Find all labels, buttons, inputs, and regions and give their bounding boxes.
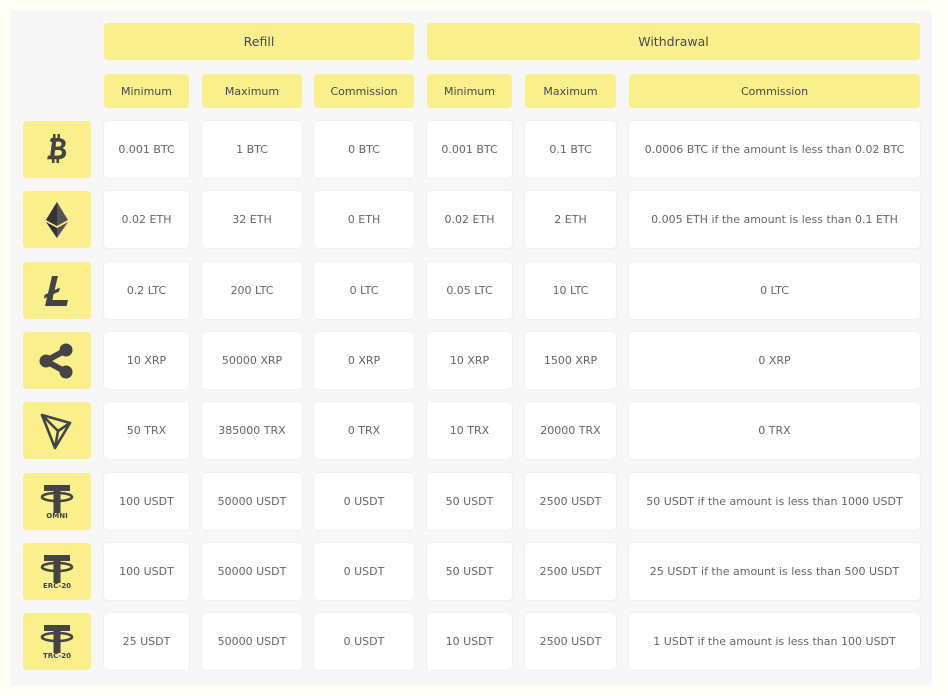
- network-label: ERC-20: [42, 581, 72, 590]
- withdrawal-minimum-cell: 10 USDT: [427, 613, 512, 670]
- coin-icon-cell: [23, 121, 91, 178]
- refill-minimum-cell: 25 USDT: [104, 613, 189, 670]
- refill-maximum-cell: 32 ETH: [202, 191, 302, 248]
- withdrawal-minimum-cell: 0.001 BTC: [427, 121, 512, 178]
- coin-icon-cell: [23, 402, 91, 459]
- withdrawal-minimum-cell: 50 USDT: [427, 543, 512, 600]
- refill-minimum-cell: 50 TRX: [104, 402, 189, 459]
- refill-commission-cell: 0 XRP: [314, 332, 414, 389]
- refill-commission-header: Commission: [314, 74, 414, 108]
- refill-commission-cell: 0 BTC: [314, 121, 414, 178]
- coin-icon-cell: OMNI: [23, 473, 91, 530]
- tron-icon: [39, 411, 75, 451]
- withdrawal-maximum-header: Maximum: [525, 74, 616, 108]
- refill-maximum-cell: 385000 TRX: [202, 402, 302, 459]
- refill-maximum-header: Maximum: [202, 74, 302, 108]
- ethereum-icon: [43, 201, 71, 239]
- withdrawal-minimum-cell: 10 TRX: [427, 402, 512, 459]
- withdrawal-minimum-header: Minimum: [427, 74, 512, 108]
- refill-maximum-cell: 50000 XRP: [202, 332, 302, 389]
- refill-minimum-cell: 100 USDT: [104, 473, 189, 530]
- refill-header: Refill: [104, 23, 414, 60]
- refill-commission-cell: 0 TRX: [314, 402, 414, 459]
- refill-commission-cell: 0 USDT: [314, 613, 414, 670]
- withdrawal-maximum-cell: 20000 TRX: [525, 402, 616, 459]
- refill-minimum-cell: 0.2 LTC: [104, 262, 189, 319]
- withdrawal-commission-cell: 0 XRP: [629, 332, 920, 389]
- withdrawal-commission-cell: 50 USDT if the amount is less than 1000 …: [629, 473, 920, 530]
- refill-maximum-cell: 50000 USDT: [202, 473, 302, 530]
- refill-commission-cell: 0 USDT: [314, 473, 414, 530]
- withdrawal-maximum-cell: 10 LTC: [525, 262, 616, 319]
- tether-icon: [39, 624, 75, 654]
- withdrawal-minimum-cell: 10 XRP: [427, 332, 512, 389]
- tether-icon: [39, 554, 75, 584]
- tether-icon: [39, 484, 75, 514]
- withdrawal-maximum-cell: 2 ETH: [525, 191, 616, 248]
- withdrawal-minimum-cell: 50 USDT: [427, 473, 512, 530]
- withdrawal-commission-cell: 0 TRX: [629, 402, 920, 459]
- withdrawal-maximum-cell: 2500 USDT: [525, 613, 616, 670]
- withdrawal-maximum-cell: 1500 XRP: [525, 332, 616, 389]
- withdrawal-commission-header: Commission: [629, 74, 920, 108]
- withdrawal-commission-cell: 1 USDT if the amount is less than 100 US…: [629, 613, 920, 670]
- withdrawal-commission-cell: 0.0006 BTC if the amount is less than 0.…: [629, 121, 920, 178]
- withdrawal-commission-cell: 0.005 ETH if the amount is less than 0.1…: [629, 191, 920, 248]
- refill-commission-cell: 0 LTC: [314, 262, 414, 319]
- withdrawal-minimum-cell: 0.02 ETH: [427, 191, 512, 248]
- refill-commission-cell: 0 USDT: [314, 543, 414, 600]
- coin-icon-cell: ERC-20: [23, 543, 91, 600]
- withdrawal-minimum-cell: 0.05 LTC: [427, 262, 512, 319]
- refill-minimum-cell: 10 XRP: [104, 332, 189, 389]
- refill-maximum-cell: 50000 USDT: [202, 613, 302, 670]
- litecoin-icon: [42, 274, 72, 308]
- withdrawal-commission-cell: 25 USDT if the amount is less than 500 U…: [629, 543, 920, 600]
- refill-minimum-cell: 100 USDT: [104, 543, 189, 600]
- bitcoin-icon: [42, 132, 72, 168]
- refill-minimum-cell: 0.02 ETH: [104, 191, 189, 248]
- coin-icon-cell: TRC-20: [23, 613, 91, 670]
- refill-commission-cell: 0 ETH: [314, 191, 414, 248]
- fees-table: Refill Withdrawal Minimum Maximum Commis…: [10, 10, 932, 686]
- network-label: OMNI: [46, 511, 68, 520]
- refill-minimum-cell: 0.001 BTC: [104, 121, 189, 178]
- coin-icon-cell: [23, 191, 91, 248]
- withdrawal-commission-cell: 0 LTC: [629, 262, 920, 319]
- withdrawal-maximum-cell: 0.1 BTC: [525, 121, 616, 178]
- ripple-icon: [37, 341, 77, 381]
- refill-maximum-cell: 200 LTC: [202, 262, 302, 319]
- coin-icon-cell: [23, 332, 91, 389]
- network-label: TRC-20: [42, 651, 72, 660]
- refill-minimum-header: Minimum: [104, 74, 189, 108]
- withdrawal-header: Withdrawal: [427, 23, 920, 60]
- withdrawal-maximum-cell: 2500 USDT: [525, 473, 616, 530]
- refill-maximum-cell: 1 BTC: [202, 121, 302, 178]
- withdrawal-maximum-cell: 2500 USDT: [525, 543, 616, 600]
- coin-icon-cell: [23, 262, 91, 319]
- refill-maximum-cell: 50000 USDT: [202, 543, 302, 600]
